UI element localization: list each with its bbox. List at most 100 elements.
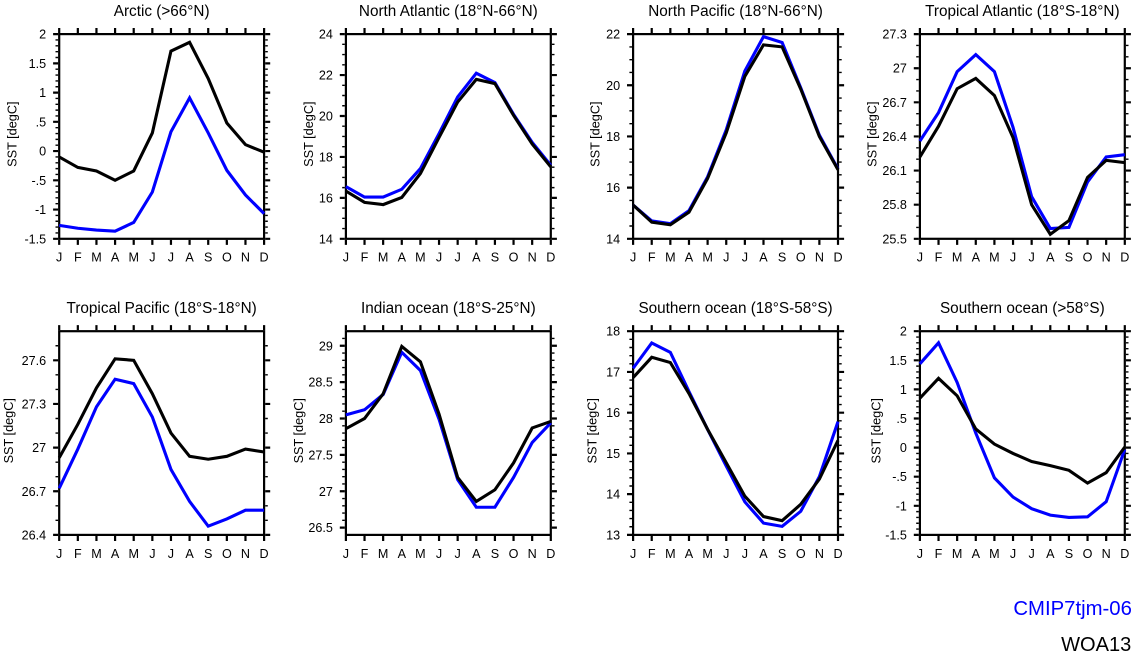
svg-text:22: 22: [319, 69, 333, 83]
svg-text:N: N: [815, 251, 824, 265]
svg-text:F: F: [935, 251, 943, 265]
svg-text:A: A: [472, 547, 481, 561]
svg-text:A: A: [759, 251, 768, 265]
svg-text:27.5: 27.5: [308, 448, 333, 462]
svg-text:North Pacific (18°N-66°N): North Pacific (18°N-66°N): [648, 3, 823, 20]
svg-text:M: M: [952, 547, 963, 561]
svg-text:J: J: [455, 251, 461, 265]
svg-text:13: 13: [606, 528, 620, 542]
svg-text:S: S: [491, 251, 499, 265]
svg-text:A: A: [111, 251, 120, 265]
svg-text:J: J: [149, 547, 155, 561]
svg-text:F: F: [361, 547, 369, 561]
svg-text:O: O: [222, 547, 232, 561]
svg-text:27.6: 27.6: [22, 354, 47, 368]
svg-text:N: N: [1102, 547, 1111, 561]
svg-text:WOA13: WOA13: [1061, 634, 1131, 656]
svg-text:J: J: [723, 251, 729, 265]
svg-text:J: J: [1029, 547, 1035, 561]
svg-text:J: J: [436, 547, 442, 561]
svg-text:M: M: [91, 251, 102, 265]
svg-text:M: M: [702, 251, 713, 265]
svg-text:A: A: [185, 547, 194, 561]
svg-text:SST [degC]: SST [degC]: [588, 101, 602, 166]
svg-text:A: A: [685, 251, 694, 265]
svg-text:S: S: [204, 251, 212, 265]
svg-text:16: 16: [606, 406, 620, 420]
svg-text:25.8: 25.8: [882, 198, 907, 212]
svg-text:27: 27: [893, 62, 907, 76]
svg-text:F: F: [935, 547, 943, 561]
svg-text:28: 28: [319, 412, 333, 426]
svg-text:M: M: [128, 251, 139, 265]
svg-text:A: A: [398, 547, 407, 561]
svg-text:15: 15: [606, 447, 620, 461]
svg-text:27.3: 27.3: [22, 397, 47, 411]
svg-text:N: N: [528, 251, 537, 265]
svg-text:J: J: [1029, 251, 1035, 265]
svg-text:22: 22: [606, 28, 620, 42]
svg-text:F: F: [361, 251, 369, 265]
svg-text:O: O: [796, 547, 806, 561]
svg-text:M: M: [665, 251, 676, 265]
svg-text:F: F: [74, 547, 82, 561]
svg-text:A: A: [1046, 251, 1055, 265]
svg-text:M: M: [91, 547, 102, 561]
svg-text:SST [degC]: SST [degC]: [586, 398, 600, 463]
svg-text:S: S: [1065, 251, 1073, 265]
svg-text:D: D: [260, 547, 269, 561]
svg-text:-1: -1: [35, 203, 46, 217]
svg-text:-1.5: -1.5: [24, 232, 46, 246]
svg-text:J: J: [436, 251, 442, 265]
svg-text:2: 2: [39, 28, 46, 42]
svg-text:O: O: [1083, 547, 1093, 561]
svg-text:O: O: [509, 547, 519, 561]
svg-text:A: A: [759, 547, 768, 561]
svg-text:M: M: [989, 547, 1000, 561]
svg-text:S: S: [778, 251, 786, 265]
svg-text:M: M: [415, 251, 426, 265]
svg-text:M: M: [128, 547, 139, 561]
svg-text:Southern ocean (18°S-58°S): Southern ocean (18°S-58°S): [638, 300, 832, 317]
svg-text:A: A: [972, 251, 981, 265]
svg-text:14: 14: [319, 232, 333, 246]
svg-text:18: 18: [319, 150, 333, 164]
svg-text:J: J: [1010, 251, 1016, 265]
svg-text:S: S: [778, 547, 786, 561]
svg-text:J: J: [742, 547, 748, 561]
svg-text:A: A: [185, 251, 194, 265]
svg-text:-.5: -.5: [31, 174, 46, 188]
svg-text:16: 16: [606, 181, 620, 195]
svg-text:SST [degC]: SST [degC]: [292, 398, 306, 463]
svg-text:J: J: [723, 547, 729, 561]
svg-text:F: F: [74, 251, 82, 265]
svg-text:SST [degC]: SST [degC]: [302, 101, 316, 166]
svg-text:A: A: [398, 251, 407, 265]
svg-text:14: 14: [606, 488, 620, 502]
svg-text:D: D: [1120, 251, 1129, 265]
svg-text:18: 18: [606, 130, 620, 144]
svg-text:28.5: 28.5: [308, 376, 333, 390]
svg-text:O: O: [1083, 251, 1093, 265]
svg-text:17: 17: [606, 365, 620, 379]
svg-text:J: J: [917, 251, 923, 265]
svg-text:A: A: [1046, 547, 1055, 561]
svg-text:1: 1: [39, 86, 46, 100]
svg-text:24: 24: [319, 28, 333, 42]
svg-text:-1.5: -1.5: [885, 528, 907, 542]
svg-text:.5: .5: [36, 115, 47, 129]
svg-text:D: D: [1120, 547, 1129, 561]
svg-text:D: D: [546, 251, 555, 265]
svg-text:N: N: [1102, 251, 1111, 265]
svg-text:SST [degC]: SST [degC]: [866, 101, 880, 166]
svg-text:M: M: [702, 547, 713, 561]
svg-text:27.3: 27.3: [882, 28, 907, 42]
svg-text:26.4: 26.4: [22, 528, 47, 542]
svg-text:SST [degC]: SST [degC]: [5, 101, 19, 166]
svg-text:M: M: [378, 251, 389, 265]
svg-text:J: J: [917, 547, 923, 561]
svg-text:20: 20: [319, 109, 333, 123]
svg-text:J: J: [56, 251, 62, 265]
svg-text:26.5: 26.5: [308, 521, 333, 535]
svg-text:M: M: [665, 547, 676, 561]
